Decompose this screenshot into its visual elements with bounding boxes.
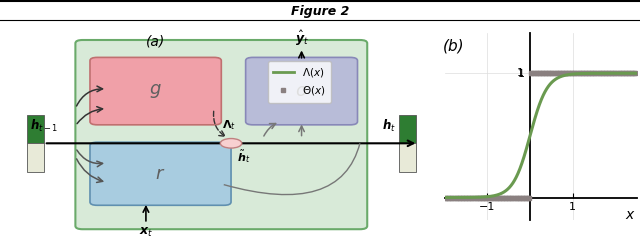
Legend: $\Lambda(x)$, $\Theta(x)$: $\Lambda(x)$, $\Theta(x)$ bbox=[268, 61, 331, 103]
Circle shape bbox=[220, 139, 242, 148]
Text: $\boldsymbol{x}_t$: $\boldsymbol{x}_t$ bbox=[139, 226, 153, 239]
Bar bbox=[399, 143, 416, 172]
Text: $\hat{\boldsymbol{y}}_t$: $\hat{\boldsymbol{y}}_t$ bbox=[294, 29, 308, 49]
Text: $r$: $r$ bbox=[156, 165, 166, 183]
Text: $\boldsymbol{h}_{t-1}$: $\boldsymbol{h}_{t-1}$ bbox=[29, 118, 58, 134]
FancyBboxPatch shape bbox=[90, 142, 231, 205]
Text: $\boldsymbol{h}_{t}$: $\boldsymbol{h}_{t}$ bbox=[382, 118, 396, 134]
Bar bbox=[27, 115, 44, 143]
FancyBboxPatch shape bbox=[76, 40, 367, 229]
FancyBboxPatch shape bbox=[90, 57, 221, 125]
Text: $o$: $o$ bbox=[296, 82, 308, 100]
Bar bbox=[27, 143, 44, 172]
Text: $\boldsymbol{\Lambda}_t$: $\boldsymbol{\Lambda}_t$ bbox=[221, 118, 236, 132]
Text: 1: 1 bbox=[517, 68, 524, 78]
Text: (a): (a) bbox=[146, 34, 165, 48]
Text: $x$: $x$ bbox=[625, 208, 636, 222]
Bar bbox=[399, 115, 416, 143]
Text: (b): (b) bbox=[442, 38, 464, 53]
Text: $\tilde{\boldsymbol{h}}_t$: $\tilde{\boldsymbol{h}}_t$ bbox=[237, 148, 250, 165]
FancyBboxPatch shape bbox=[246, 57, 358, 125]
Text: Figure 2: Figure 2 bbox=[291, 5, 349, 18]
Text: $g$: $g$ bbox=[149, 82, 162, 100]
